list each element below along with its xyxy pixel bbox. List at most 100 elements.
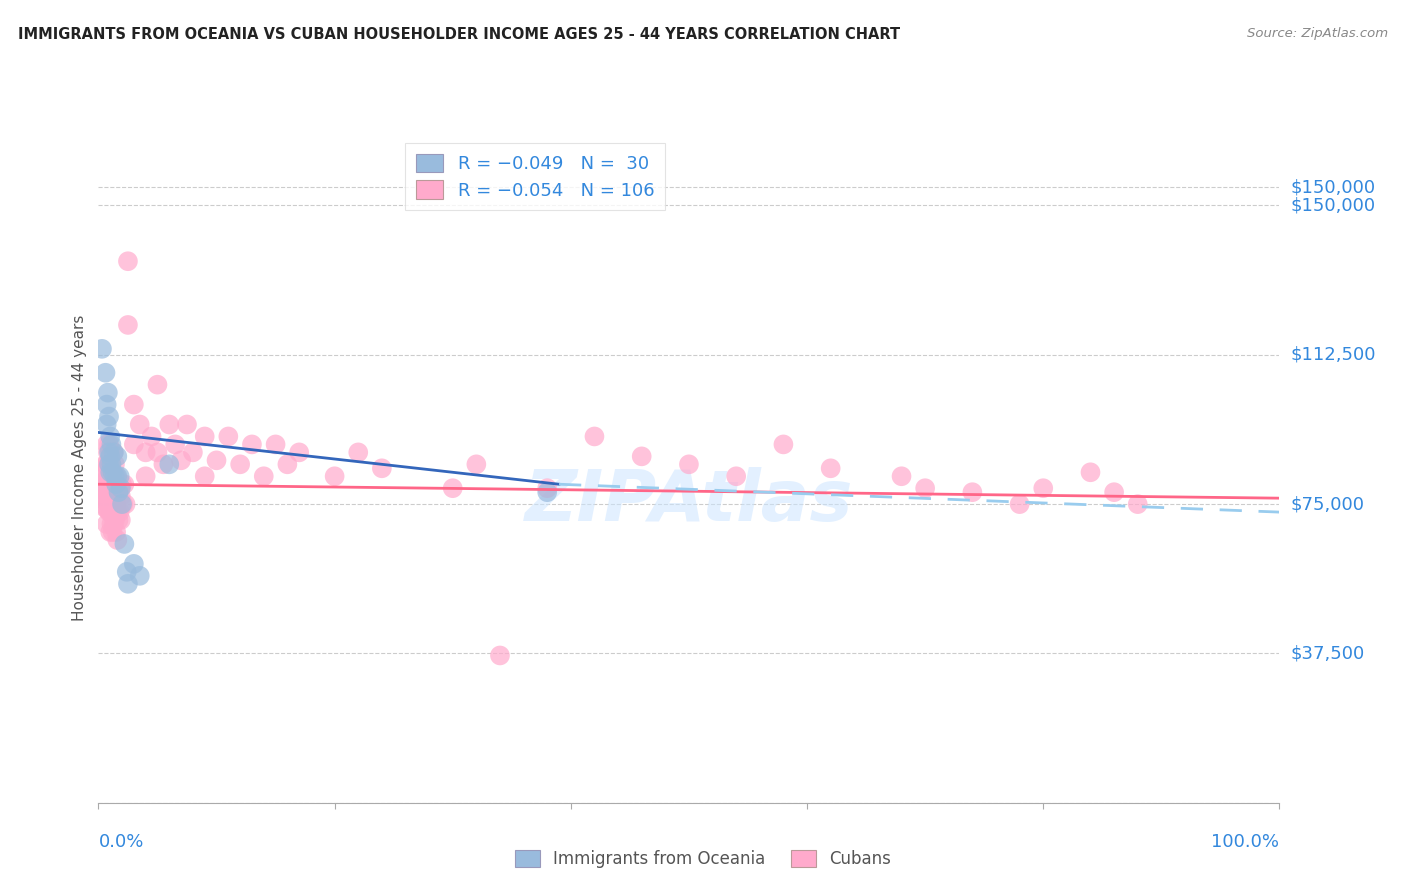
Point [91,489,114,503]
Point [97,445,120,459]
Point [114,497,136,511]
Point [217,429,239,443]
Point [112,537,135,551]
Point [117,318,139,332]
Point [100,497,122,511]
Point [820,461,842,475]
Point [98,465,121,479]
Point [100,437,122,451]
Point [93,465,115,479]
Point [253,469,276,483]
Point [98,489,121,503]
Point [146,377,169,392]
Legend: Immigrants from Oceania, Cubans: Immigrants from Oceania, Cubans [509,843,897,875]
Point [135,469,157,483]
Point [1008,497,1031,511]
Point [105,524,128,539]
Point [678,458,700,472]
Point [101,465,124,479]
Point [94,473,117,487]
Point [96,398,118,412]
Point [489,648,512,663]
Text: $75,000: $75,000 [1291,495,1365,513]
Point [105,497,128,511]
Point [108,469,131,483]
Point [103,469,125,483]
Point [105,469,128,483]
Point [97,477,120,491]
Point [94,458,117,472]
Point [105,450,128,464]
Point [107,485,129,500]
Point [194,429,217,443]
Point [112,477,135,491]
Point [91,342,114,356]
Point [96,501,118,516]
Point [1126,497,1149,511]
Point [100,517,122,532]
Point [122,398,145,412]
Point [98,505,121,519]
Point [111,497,134,511]
Point [103,445,125,459]
Point [97,493,120,508]
Point [323,469,346,483]
Point [962,485,984,500]
Point [97,385,120,400]
Point [100,458,122,472]
Point [122,557,145,571]
Point [371,461,394,475]
Point [101,485,124,500]
Text: $150,000: $150,000 [1291,196,1375,214]
Point [1102,485,1125,500]
Point [103,493,125,508]
Point [101,524,124,539]
Text: IMMIGRANTS FROM OCEANIA VS CUBAN HOUSEHOLDER INCOME AGES 25 - 44 YEARS CORRELATI: IMMIGRANTS FROM OCEANIA VS CUBAN HOUSEHO… [18,27,900,42]
Point [725,469,748,483]
Point [264,437,287,451]
Point [98,458,121,472]
Point [176,417,198,432]
Point [122,437,145,451]
Point [98,437,121,451]
Point [103,445,125,459]
Point [536,485,558,500]
Point [104,485,127,500]
Point [347,445,370,459]
Point [110,513,132,527]
Text: Source: ZipAtlas.com: Source: ZipAtlas.com [1247,27,1388,40]
Point [98,473,121,487]
Point [93,481,115,495]
Point [1080,465,1102,479]
Point [96,437,118,451]
Point [100,477,122,491]
Text: $150,000: $150,000 [1291,178,1375,196]
Point [146,445,169,459]
Text: $37,500: $37,500 [1291,644,1365,663]
Point [152,458,174,472]
Point [103,517,125,532]
Point [117,254,139,268]
Point [105,477,128,491]
Point [465,458,488,472]
Point [288,445,311,459]
Point [96,517,118,532]
Point [105,477,128,491]
Point [107,485,129,500]
Point [117,576,139,591]
Point [107,513,129,527]
Point [205,453,228,467]
Point [112,497,135,511]
Point [101,465,124,479]
Text: 0.0%: 0.0% [98,833,143,851]
Point [93,493,115,508]
Point [111,477,134,491]
Point [110,489,132,503]
Point [890,469,912,483]
Point [157,417,180,432]
Text: $112,500: $112,500 [1291,346,1376,364]
Point [276,458,298,472]
Point [100,458,122,472]
Point [441,481,464,495]
Point [536,481,558,495]
